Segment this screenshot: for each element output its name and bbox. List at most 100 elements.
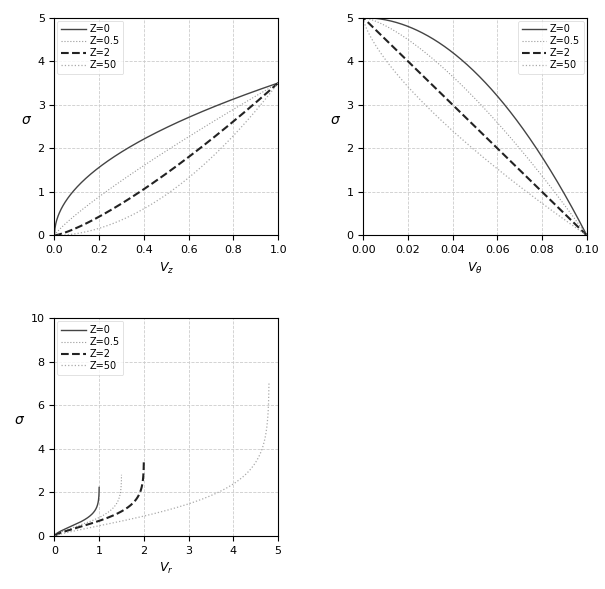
Line: Z=2: Z=2 bbox=[54, 83, 278, 236]
Z=0.5 bbox=[91, 516, 98, 523]
Z=0 bbox=[184, 114, 191, 121]
X-axis label: $V_z$: $V_z$ bbox=[159, 261, 174, 276]
Z=2 bbox=[400, 54, 407, 61]
Z=0 bbox=[275, 80, 282, 87]
Z=50 bbox=[159, 194, 166, 201]
Legend: Z=0, Z=0.5, Z=2, Z=50: Z=0, Z=0.5, Z=2, Z=50 bbox=[57, 321, 123, 375]
Z=0.5 bbox=[159, 150, 166, 157]
Z=2 bbox=[477, 128, 484, 135]
Z=50 bbox=[234, 127, 241, 134]
Z=0.5 bbox=[269, 82, 276, 90]
Z=0 bbox=[521, 127, 528, 134]
Z=2 bbox=[51, 232, 58, 239]
Z=2 bbox=[476, 127, 483, 134]
Z=50 bbox=[275, 80, 282, 87]
Z=2 bbox=[138, 484, 145, 491]
Z=0.5 bbox=[376, 19, 383, 27]
Y-axis label: $\sigma$: $\sigma$ bbox=[330, 112, 341, 127]
Z=50 bbox=[583, 232, 590, 239]
Z=0.5 bbox=[51, 232, 58, 239]
Z=50 bbox=[172, 184, 179, 191]
Z=50 bbox=[449, 127, 456, 134]
Line: Z=50: Z=50 bbox=[363, 18, 587, 236]
Z=0.5 bbox=[502, 128, 509, 135]
Z=0 bbox=[454, 54, 462, 61]
Z=2 bbox=[157, 174, 165, 181]
Z=2 bbox=[93, 518, 100, 525]
Line: Z=0: Z=0 bbox=[54, 83, 278, 236]
Z=0.5 bbox=[184, 134, 191, 141]
Legend: Z=0, Z=0.5, Z=2, Z=50: Z=0, Z=0.5, Z=2, Z=50 bbox=[518, 21, 584, 74]
Z=0 bbox=[394, 19, 402, 27]
Z=0 bbox=[72, 521, 79, 528]
Z=0.5 bbox=[106, 508, 113, 515]
Z=0 bbox=[51, 532, 58, 540]
Z=50 bbox=[152, 509, 160, 517]
Z=0 bbox=[75, 519, 82, 527]
Z=2 bbox=[269, 84, 276, 91]
Z=0 bbox=[234, 94, 241, 101]
Z=2 bbox=[124, 504, 131, 511]
Z=50 bbox=[380, 54, 387, 61]
Z=0 bbox=[522, 128, 529, 135]
Z=0 bbox=[269, 81, 276, 88]
Line: Z=0.5: Z=0.5 bbox=[54, 83, 278, 236]
Z=2 bbox=[140, 456, 148, 464]
Z=0 bbox=[94, 499, 102, 506]
X-axis label: $V_r$: $V_r$ bbox=[159, 561, 174, 577]
Z=2 bbox=[583, 232, 590, 239]
Z=0 bbox=[73, 521, 80, 528]
Z=0 bbox=[77, 518, 85, 525]
Z=50 bbox=[157, 195, 165, 202]
Z=2 bbox=[450, 102, 457, 110]
Z=0 bbox=[583, 232, 590, 239]
Z=2 bbox=[51, 532, 58, 540]
Line: Z=2: Z=2 bbox=[363, 18, 587, 236]
Line: Z=2: Z=2 bbox=[54, 460, 144, 536]
Z=0.5 bbox=[118, 471, 125, 478]
Z=0 bbox=[157, 127, 165, 134]
Z=0.5 bbox=[51, 532, 58, 540]
Line: Z=50: Z=50 bbox=[54, 83, 278, 236]
Line: Z=0.5: Z=0.5 bbox=[54, 475, 122, 536]
Legend: Z=0, Z=0.5, Z=2, Z=50: Z=0, Z=0.5, Z=2, Z=50 bbox=[57, 21, 123, 74]
Z=0.5 bbox=[172, 141, 179, 148]
Z=0.5 bbox=[83, 519, 90, 527]
Z=0 bbox=[88, 511, 95, 518]
Z=0 bbox=[51, 232, 58, 239]
Z=0 bbox=[502, 102, 509, 110]
Z=2 bbox=[184, 154, 191, 161]
Z=0 bbox=[159, 126, 166, 133]
Z=2 bbox=[462, 114, 469, 121]
Z=0.5 bbox=[359, 14, 367, 21]
Z=2 bbox=[104, 514, 111, 521]
Z=0.5 bbox=[87, 518, 94, 525]
Z=0 bbox=[511, 114, 518, 121]
Line: Z=0: Z=0 bbox=[363, 18, 587, 236]
Z=0.5 bbox=[275, 80, 282, 87]
Z=0.5 bbox=[501, 127, 508, 134]
Z=2 bbox=[159, 173, 166, 180]
Z=50 bbox=[266, 379, 273, 386]
Z=0 bbox=[359, 14, 367, 21]
Z=0.5 bbox=[234, 103, 241, 110]
Z=50 bbox=[269, 87, 276, 94]
Z=2 bbox=[359, 14, 367, 21]
Y-axis label: $\sigma$: $\sigma$ bbox=[21, 112, 32, 127]
Z=0.5 bbox=[157, 151, 165, 158]
Z=0.5 bbox=[116, 492, 123, 499]
Z=50 bbox=[184, 175, 191, 182]
Z=50 bbox=[227, 482, 234, 489]
Z=2 bbox=[172, 163, 179, 170]
Z=50 bbox=[51, 532, 58, 540]
Z=2 bbox=[94, 518, 101, 525]
Z=2 bbox=[365, 19, 372, 27]
X-axis label: $V_\theta$: $V_\theta$ bbox=[467, 261, 483, 276]
Z=0.5 bbox=[83, 519, 90, 527]
Z=50 bbox=[422, 102, 430, 110]
Z=50 bbox=[435, 114, 442, 121]
Z=0 bbox=[96, 484, 103, 491]
Z=50 bbox=[359, 14, 367, 21]
Z=2 bbox=[234, 114, 241, 121]
Line: Z=50: Z=50 bbox=[54, 383, 269, 536]
